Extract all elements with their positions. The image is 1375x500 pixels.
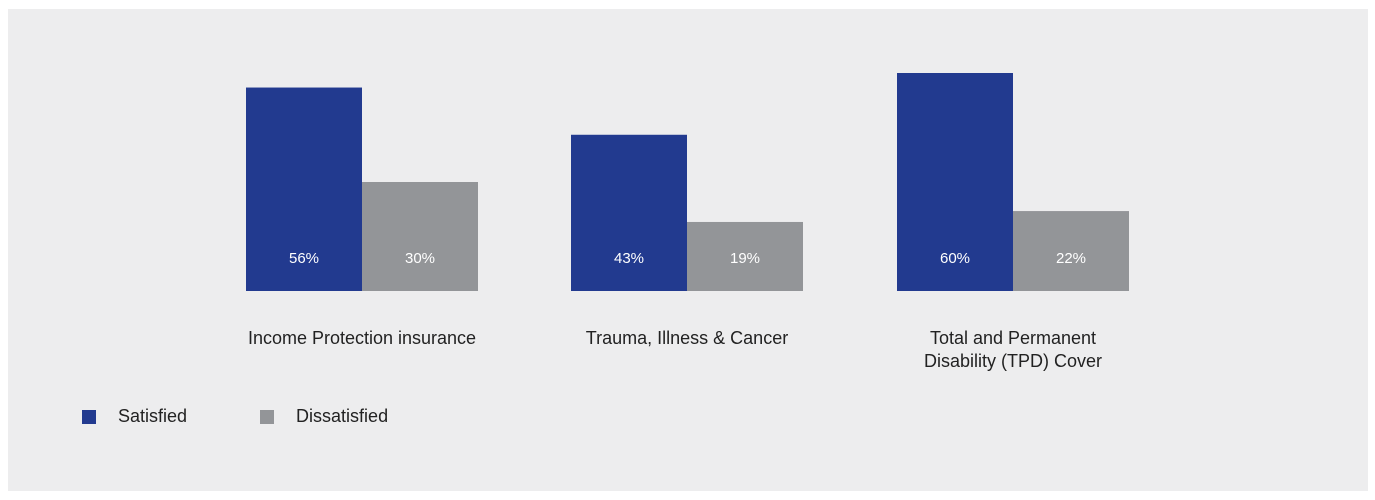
legend-swatch-dissatisfied (260, 409, 275, 424)
bar-dissatisfied-3 (1013, 211, 1129, 291)
category-label-3-line-1: Total and Permanent (930, 328, 1096, 348)
legend-item-dissatisfied: Dissatisfied (260, 406, 388, 427)
legend-label-satisfied: Satisfied (118, 406, 188, 426)
bar-satisfied-2 (571, 134, 687, 291)
data-label-dissatisfied-2: 19% (730, 250, 760, 267)
bar-satisfied-3 (897, 73, 1013, 291)
data-label-satisfied-1: 56% (289, 250, 319, 267)
legend-swatch-satisfied (82, 409, 96, 424)
data-label-satisfied-3: 60% (940, 250, 970, 267)
legend: Satisfied Dissatisfied (82, 406, 388, 427)
bar-satisfied-1 (246, 87, 362, 292)
category-label-2: Trauma, Illness & Cancer (586, 328, 788, 348)
data-label-dissatisfied-3: 22% (1056, 250, 1086, 267)
data-label-dissatisfied-1: 30% (405, 250, 435, 267)
data-label-satisfied-2: 43% (614, 250, 644, 267)
category-label-1: Income Protection insurance (248, 328, 476, 348)
legend-label-dissatisfied: Dissatisfied (296, 406, 389, 426)
bar-dissatisfied-2 (687, 221, 803, 291)
legend-item-satisfied: Satisfied (82, 406, 187, 427)
bar-dissatisfied-1 (362, 182, 478, 291)
category-label-3-line-2: Disability (TPD) Cover (924, 351, 1102, 371)
